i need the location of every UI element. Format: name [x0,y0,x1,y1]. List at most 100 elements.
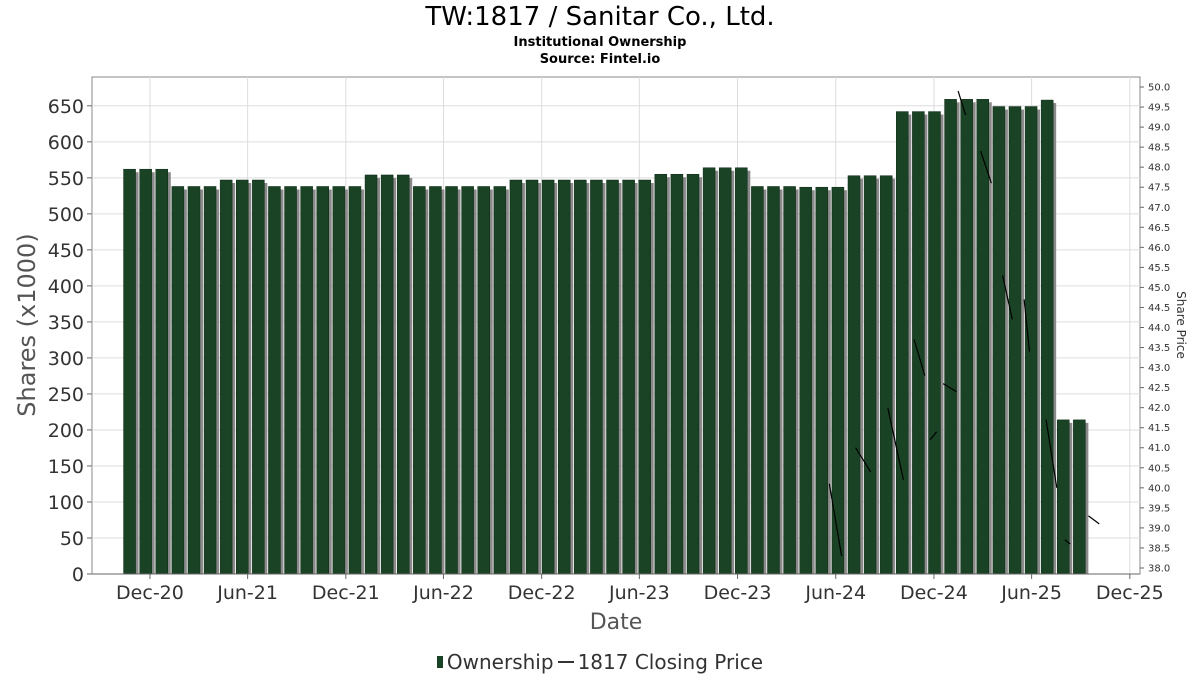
ownership-bar [622,179,635,575]
ownership-bar [493,186,507,575]
ownership-bar [139,168,152,575]
y2-tick-label: 40.5 [1148,463,1170,474]
y-tick-label: 550 [48,168,84,190]
ownership-bar [735,167,748,575]
y-tick-label: 200 [48,420,84,442]
ownership-bar [268,186,281,575]
y2-tick-label: 46.5 [1148,223,1170,234]
ownership-bar [557,179,571,575]
ownership-bar [1040,99,1054,575]
chart-legend: Ownership 1817 Closing Price [0,648,1200,674]
ownership-bar [477,186,490,575]
price-line-segment [1045,419,1058,488]
ownership-bar [1073,419,1086,575]
y-tick-label: 300 [48,348,84,370]
ownership-bar [219,179,233,575]
y2-tick-label: 47.5 [1148,183,1170,194]
x-tick-label: Jun-24 [804,582,866,604]
ownership-bar [992,106,1006,575]
price-line-segment [1023,299,1031,352]
price-line-segment [1002,275,1013,320]
ownership-bar [799,186,812,575]
x-tick-label: Dec-22 [508,582,576,604]
ownership-bar [413,186,426,575]
ownership-bar [252,179,265,575]
y2-tick-label: 47.0 [1148,203,1170,214]
ownership-bar [606,179,619,575]
y2-tick-label: 46.0 [1148,243,1170,254]
price-line-segment [855,447,872,473]
x-tick-label: Jun-25 [1000,582,1062,604]
price-line-segment [1088,515,1100,525]
y-tick-label: 500 [48,204,84,226]
ownership-bar [300,186,313,575]
y-tick-label: 250 [48,384,84,406]
y2-tick-label: 40.0 [1148,483,1170,494]
y2-axis-label: Share Price [1174,291,1188,359]
y-tick-label: 650 [48,96,84,118]
x-tick-label: Jun-21 [216,582,278,604]
y2-tick-label: 45.5 [1148,263,1170,274]
y-tick-label: 400 [48,276,84,298]
y-tick-label: 450 [48,240,84,262]
ownership-bar [670,173,684,575]
ownership-bar [332,186,346,575]
price-line-segment [942,383,957,393]
ownership-bar [364,174,378,575]
price-line-segment [980,150,992,184]
ownership-bar [187,186,201,575]
ownership-bar [155,168,169,575]
ownership-bar [541,179,555,575]
y2-tick-label: 38.5 [1148,543,1170,554]
ownership-bar [429,186,442,575]
y2-tick-label: 41.5 [1148,423,1170,434]
price-line-segment [929,431,938,441]
ownership-bar [396,174,410,575]
y2-tick-label: 48.5 [1148,143,1170,154]
ownership-bar [380,174,394,575]
y-axis-label: Shares (x1000) [13,233,41,416]
y-tick-label: 350 [48,312,84,334]
ownership-bar [928,111,941,575]
ownership-bar [461,186,474,575]
chart-subtitle: Institutional Ownership [513,35,687,50]
y2-tick-label: 43.5 [1148,343,1170,354]
y2-tick-label: 42.0 [1148,403,1170,414]
ownership-bar [896,111,909,575]
price-line-segment [913,339,926,376]
ownership-bar [509,179,523,575]
y2-tick-label: 44.0 [1148,323,1170,334]
price-legend-label: 1817 Closing Price [577,649,764,674]
x-tick-label: Dec-23 [704,582,772,604]
y2-tick-label: 41.0 [1148,443,1170,454]
ownership-bar [767,186,780,575]
ownership-bar [638,179,651,575]
ownership-bar [590,179,603,575]
x-axis-label: Date [590,610,643,635]
ownership-bar [654,173,668,575]
y-tick-label: 100 [48,492,84,514]
x-tick-label: Jun-23 [608,582,670,604]
y2-tick-label: 43.0 [1148,363,1170,374]
chart-title: TW:1817 / Sanitar Co., Ltd. [425,2,775,32]
ownership-bar [847,175,861,575]
ownership-bar [284,186,297,575]
ownership-bar [783,186,796,575]
y-tick-label: 600 [48,132,84,154]
ownership-bar [751,186,764,575]
y2-tick-label: 50.0 [1148,83,1170,94]
ownership-bar [718,167,732,575]
ownership-bar [912,111,925,575]
ownership-bar [879,175,893,575]
ownership-bar [1057,419,1070,575]
ownership-bar [348,186,362,575]
ownership-legend-swatch [436,655,443,668]
y2-tick-label: 49.5 [1148,103,1170,114]
y2-tick-label: 45.0 [1148,283,1170,294]
price-line-segment [1064,539,1071,545]
y-tick-label: 0 [72,564,84,586]
ownership-bar [316,186,329,575]
y2-tick-label: 42.5 [1148,383,1170,394]
ownership-bar [1024,106,1038,575]
